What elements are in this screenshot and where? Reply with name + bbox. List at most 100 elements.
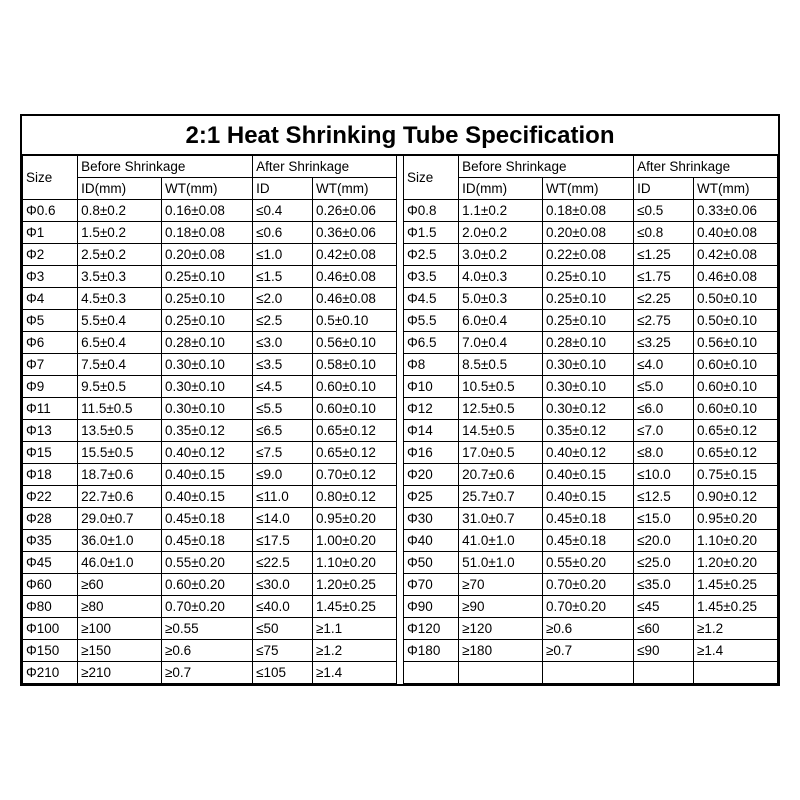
cell: ≤5.5 [253, 398, 313, 420]
cell: ≥60 [78, 574, 162, 596]
cell: ≥80 [78, 596, 162, 618]
cell: Φ4 [23, 288, 78, 310]
cell: ≤45 [634, 596, 694, 618]
cell: 0.40±0.12 [543, 442, 634, 464]
cell: 5.0±0.3 [459, 288, 543, 310]
header-wt-mm: WT(mm) [312, 178, 396, 200]
cell: 0.25±0.10 [543, 288, 634, 310]
cell: 0.42±0.08 [694, 244, 778, 266]
column-gap [396, 596, 403, 618]
cell: ≤90 [634, 640, 694, 662]
cell: ≤4.5 [253, 376, 313, 398]
cell: ≤1.25 [634, 244, 694, 266]
cell: Φ18 [23, 464, 78, 486]
cell: 0.35±0.12 [543, 420, 634, 442]
cell: Φ9 [23, 376, 78, 398]
cell: 2.0±0.2 [459, 222, 543, 244]
cell: 0.22±0.08 [543, 244, 634, 266]
cell: 0.56±0.10 [312, 332, 396, 354]
cell: 0.50±0.10 [694, 310, 778, 332]
cell: ≤2.5 [253, 310, 313, 332]
cell: 0.35±0.12 [161, 420, 252, 442]
cell: 0.60±0.10 [694, 376, 778, 398]
header-id-mm: ID(mm) [459, 178, 543, 200]
cell: Φ6 [23, 332, 78, 354]
cell: 1.45±0.25 [694, 574, 778, 596]
table-row: Φ210≥210≥0.7≤105≥1.4 [23, 662, 778, 684]
header-before-right: Before Shrinkage [459, 156, 634, 178]
cell: ≤2.75 [634, 310, 694, 332]
cell: 12.5±0.5 [459, 398, 543, 420]
cell: 6.5±0.4 [78, 332, 162, 354]
header-id: ID [253, 178, 313, 200]
column-gap [396, 618, 403, 640]
column-gap [396, 574, 403, 596]
cell: Φ120 [404, 618, 459, 640]
cell: 0.26±0.06 [312, 200, 396, 222]
cell: ≥70 [459, 574, 543, 596]
cell: Φ12 [404, 398, 459, 420]
cell: 1.10±0.20 [694, 530, 778, 552]
column-gap [396, 398, 403, 420]
cell: 3.0±0.2 [459, 244, 543, 266]
cell: 1.1±0.2 [459, 200, 543, 222]
cell: Φ180 [404, 640, 459, 662]
cell: 0.40±0.08 [694, 222, 778, 244]
cell: ≤14.0 [253, 508, 313, 530]
cell: 0.40±0.15 [543, 464, 634, 486]
column-gap [396, 662, 403, 684]
cell: 0.28±0.10 [543, 332, 634, 354]
cell: Φ150 [23, 640, 78, 662]
column-gap [396, 530, 403, 552]
table-title: 2:1 Heat Shrinking Tube Specification [22, 116, 778, 155]
cell: ≤35.0 [634, 574, 694, 596]
cell: 0.25±0.10 [161, 310, 252, 332]
cell: ≤7.0 [634, 420, 694, 442]
cell: 5.5±0.4 [78, 310, 162, 332]
cell: ≤6.0 [634, 398, 694, 420]
cell: 41.0±1.0 [459, 530, 543, 552]
cell: 15.5±0.5 [78, 442, 162, 464]
cell: 0.70±0.20 [543, 574, 634, 596]
table-row: Φ44.5±0.30.25±0.10≤2.00.46±0.08Φ4.55.0±0… [23, 288, 778, 310]
cell: 0.8±0.2 [78, 200, 162, 222]
cell: ≤1.0 [253, 244, 313, 266]
cell: Φ0.6 [23, 200, 78, 222]
cell: 0.25±0.10 [161, 266, 252, 288]
cell: Φ11 [23, 398, 78, 420]
cell: ≥0.6 [543, 618, 634, 640]
cell: ≤8.0 [634, 442, 694, 464]
column-gap [396, 222, 403, 244]
header-wt-mm: WT(mm) [161, 178, 252, 200]
header-after-right: After Shrinkage [634, 156, 778, 178]
cell: ≥0.6 [161, 640, 252, 662]
cell: Φ70 [404, 574, 459, 596]
cell: 0.60±0.10 [312, 376, 396, 398]
header-wt-mm: WT(mm) [543, 178, 634, 200]
cell: 0.56±0.10 [694, 332, 778, 354]
table-row: Φ1111.5±0.50.30±0.10≤5.50.60±0.10Φ1212.5… [23, 398, 778, 420]
cell: 4.0±0.3 [459, 266, 543, 288]
cell: ≤3.0 [253, 332, 313, 354]
cell: 1.45±0.25 [694, 596, 778, 618]
cell: ≤6.5 [253, 420, 313, 442]
cell: Φ25 [404, 486, 459, 508]
table-row: Φ80≥800.70±0.20≤40.01.45±0.25Φ90≥900.70±… [23, 596, 778, 618]
cell: ≤30.0 [253, 574, 313, 596]
cell: 0.25±0.10 [543, 310, 634, 332]
cell: 0.65±0.12 [694, 420, 778, 442]
cell [459, 662, 543, 684]
table-head: Size Before Shrinkage After Shrinkage Si… [23, 156, 778, 200]
cell: 0.90±0.12 [694, 486, 778, 508]
cell: 0.40±0.15 [161, 486, 252, 508]
cell: ≤2.0 [253, 288, 313, 310]
cell: Φ20 [404, 464, 459, 486]
cell: ≤11.0 [253, 486, 313, 508]
cell: Φ80 [23, 596, 78, 618]
table-row: Φ1313.5±0.50.35±0.12≤6.50.65±0.12Φ1414.5… [23, 420, 778, 442]
cell: 0.18±0.08 [543, 200, 634, 222]
cell: Φ5.5 [404, 310, 459, 332]
cell: 13.5±0.5 [78, 420, 162, 442]
cell: 0.30±0.10 [543, 354, 634, 376]
cell: ≤17.5 [253, 530, 313, 552]
